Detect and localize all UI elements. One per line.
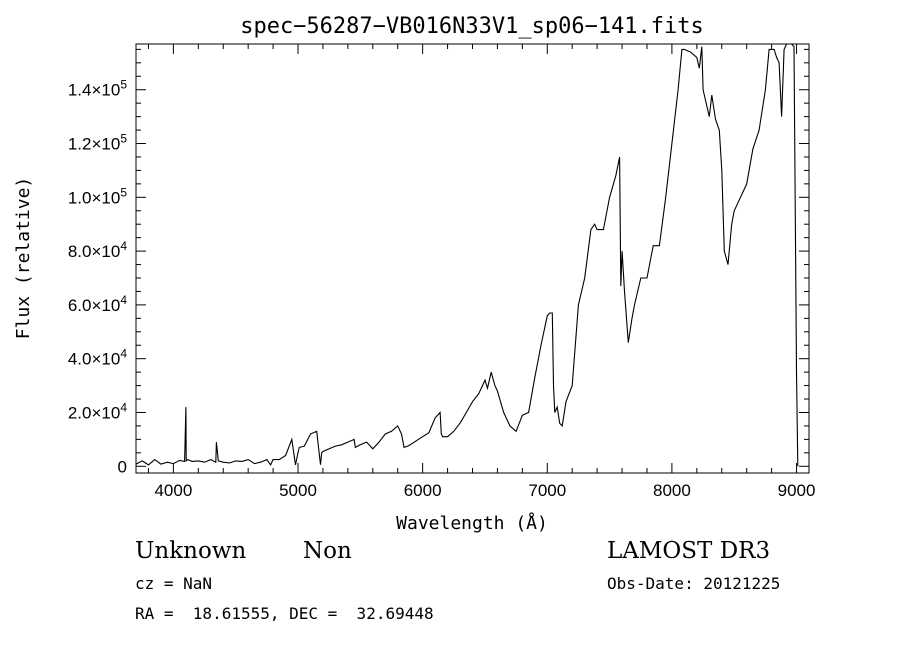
x-tick-label: 4000 — [154, 481, 192, 500]
y-tick-mantissa: 4.0×10 — [68, 350, 120, 369]
object-class: Unknown — [135, 538, 247, 564]
y-tick-exponent: 5 — [120, 78, 127, 92]
x-axis-label: Wavelength (Å) — [396, 512, 548, 534]
object-subclass: Non — [303, 538, 352, 564]
y-tick-label: 8.0×104 — [68, 239, 127, 261]
x-tick-label: 7000 — [528, 481, 566, 500]
x-tick-label: 6000 — [404, 481, 442, 500]
y-tick-mantissa: 1.0×10 — [68, 188, 120, 207]
y-tick-exponent: 5 — [120, 132, 127, 146]
y-tick-label: 2.0×104 — [68, 400, 127, 422]
y-tick-mantissa: 2.0×10 — [68, 403, 120, 422]
coordinates: RA = 18.61555, DEC = 32.69448 — [135, 604, 434, 623]
y-tick-mantissa: 0 — [118, 457, 127, 476]
y-tick-label: 1.4×105 — [68, 78, 127, 100]
y-tick-exponent: 4 — [120, 293, 127, 307]
y-tick-label: 1.2×105 — [68, 132, 127, 154]
survey-name: LAMOST DR3 — [607, 538, 771, 564]
y-tick-exponent: 4 — [120, 400, 127, 414]
y-tick-label: 0 — [118, 457, 127, 476]
y-tick-mantissa: 1.4×10 — [68, 81, 120, 100]
y-axis-label: Flux (relative) — [13, 177, 34, 340]
y-tick-exponent: 4 — [120, 347, 127, 361]
observation-date: Obs-Date: 20121225 — [607, 574, 781, 593]
chart-title: spec−56287−VB016N33V1_sp06−141.fits — [240, 14, 704, 39]
x-tick-label: 5000 — [279, 481, 317, 500]
y-tick-exponent: 4 — [120, 239, 127, 253]
y-tick-label: 6.0×104 — [68, 293, 127, 315]
redshift-cz: cz = NaN — [135, 574, 213, 593]
spectrum-line — [136, 44, 799, 467]
x-tick-label: 9000 — [778, 481, 816, 500]
y-tick-mantissa: 6.0×10 — [68, 296, 120, 315]
plot-frame — [135, 43, 810, 474]
y-tick-label: 4.0×104 — [68, 347, 127, 369]
y-tick-mantissa: 8.0×10 — [68, 242, 120, 261]
y-tick-exponent: 5 — [120, 185, 127, 199]
x-tick-label: 8000 — [653, 481, 691, 500]
y-tick-label: 1.0×105 — [68, 185, 127, 207]
y-tick-mantissa: 1.2×10 — [68, 135, 120, 154]
